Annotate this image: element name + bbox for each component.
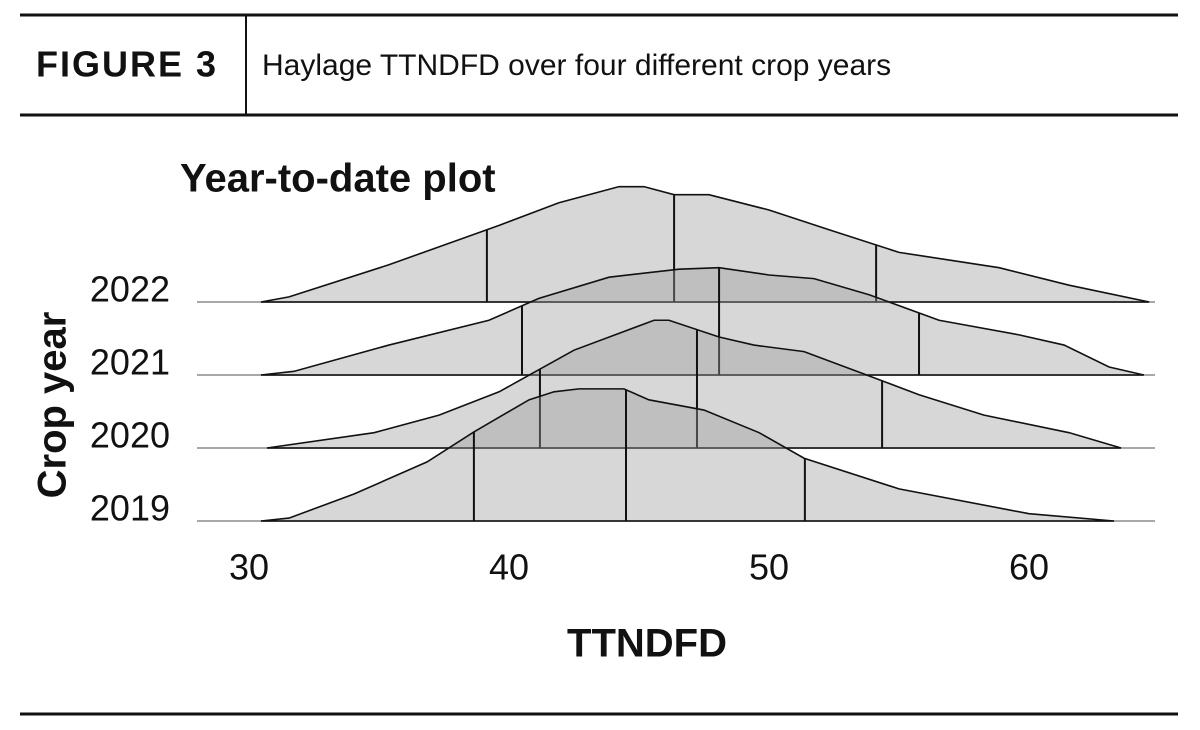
figure-label: FIGURE 3: [36, 44, 218, 85]
y-tick-label: 2019: [90, 488, 170, 529]
x-axis-label: TTNDFD: [567, 622, 727, 666]
y-tick-label: 2022: [90, 269, 170, 310]
figure-title: Haylage TTNDFD over four different crop …: [262, 49, 891, 82]
x-tick-label: 60: [1009, 547, 1049, 588]
ridge: [266, 319, 1122, 449]
y-tick-label: 2021: [90, 342, 170, 383]
y-axis-label: Crop year: [31, 312, 75, 499]
x-tick-label: 40: [489, 547, 529, 588]
chart-title: Year-to-date plot: [180, 157, 496, 201]
ridge: [260, 388, 1115, 522]
y-tick-label: 2020: [90, 415, 170, 456]
ridge: [260, 185, 1150, 303]
x-tick-label: 30: [229, 547, 269, 588]
ridge: [260, 266, 1145, 376]
x-tick-label: 50: [749, 547, 789, 588]
